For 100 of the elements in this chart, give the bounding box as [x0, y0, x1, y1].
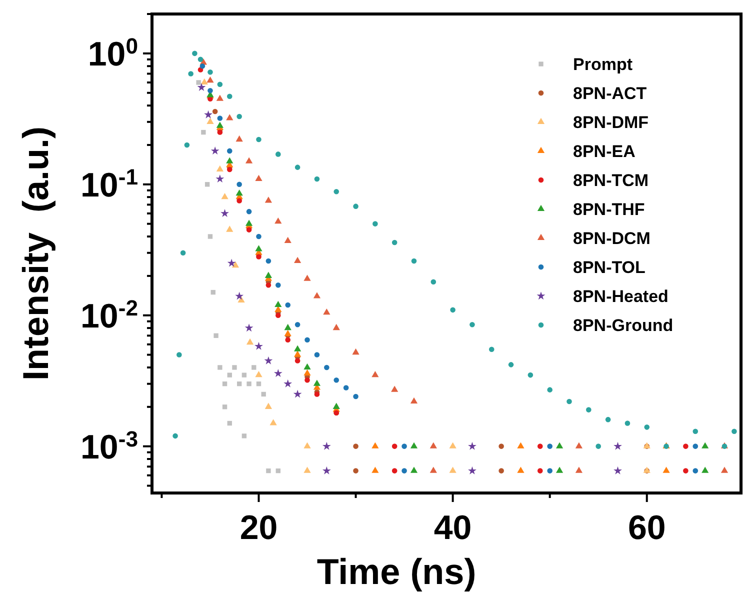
point: [285, 302, 290, 308]
point: [226, 166, 232, 172]
y-axis-title: Intensity (a.u.): [15, 126, 56, 381]
point: [353, 444, 358, 449]
point: [266, 468, 271, 474]
point: [226, 157, 234, 164]
point: [255, 245, 262, 252]
point: [218, 365, 222, 370]
point: [402, 468, 407, 474]
point: [242, 372, 247, 378]
y-tick-label: 10$^{-3}$: [80, 426, 138, 466]
point: [372, 370, 379, 378]
point: [449, 466, 456, 473]
point: [430, 466, 437, 473]
point: [304, 337, 310, 342]
point: [498, 444, 504, 449]
point: [498, 468, 504, 474]
point: [313, 380, 321, 386]
point: [274, 217, 282, 224]
point: [692, 428, 698, 434]
point: [470, 322, 475, 328]
point: [284, 236, 292, 243]
point: [217, 130, 223, 135]
point: [236, 114, 242, 120]
point: [450, 307, 456, 313]
point: [221, 192, 228, 200]
point: [210, 146, 220, 155]
point: [304, 378, 310, 383]
point: [332, 402, 340, 409]
point: [314, 176, 320, 182]
point: [596, 444, 602, 449]
point: [266, 258, 272, 264]
point: [208, 69, 213, 75]
point: [261, 392, 266, 397]
y-tick-label: 10$^{-2}$: [80, 294, 138, 336]
point: [236, 381, 242, 386]
point: [245, 157, 253, 164]
point: [208, 234, 213, 239]
point: [372, 221, 378, 226]
point: [537, 468, 543, 474]
point: [236, 190, 243, 196]
point: [692, 468, 698, 474]
point: [284, 324, 292, 330]
point: [430, 279, 436, 285]
point: [204, 110, 212, 118]
point: [242, 434, 247, 438]
point: [334, 189, 340, 194]
point: [662, 466, 670, 473]
point: [284, 379, 292, 388]
point: [244, 324, 254, 332]
point: [304, 274, 311, 281]
point: [294, 358, 300, 364]
point: [547, 468, 552, 474]
point: [468, 466, 476, 474]
point: [720, 466, 728, 473]
point: [547, 444, 552, 449]
point: [188, 71, 194, 76]
x-tick-label: 20: [240, 509, 278, 547]
point: [547, 387, 552, 392]
point: [304, 442, 311, 448]
point: [212, 108, 218, 114]
point: [372, 442, 379, 448]
point: [192, 50, 198, 56]
x-tick-label: 60: [628, 509, 666, 547]
point: [216, 165, 224, 172]
point: [294, 322, 300, 328]
point: [343, 385, 349, 390]
point: [235, 292, 244, 300]
legend-label: 8PN-Ground: [573, 316, 674, 335]
point: [683, 444, 688, 449]
point: [410, 397, 418, 404]
point: [236, 182, 242, 188]
point: [226, 226, 234, 232]
point: [256, 136, 262, 142]
point: [222, 404, 228, 410]
point: [232, 365, 237, 370]
point: [285, 337, 290, 342]
point: [410, 466, 418, 473]
legend-label: 8PN-EA: [573, 142, 636, 161]
point: [332, 324, 340, 330]
point: [556, 466, 564, 473]
point: [517, 466, 524, 473]
point: [172, 433, 178, 439]
point: [210, 290, 216, 295]
point: [575, 442, 583, 448]
point: [264, 196, 272, 203]
point: [276, 282, 281, 288]
point: [264, 272, 272, 278]
point: [256, 234, 262, 240]
point: [294, 256, 302, 264]
point: [372, 466, 379, 473]
point: [236, 198, 242, 204]
point: [304, 363, 311, 370]
point: [294, 164, 300, 170]
point: [270, 419, 277, 426]
point: [352, 348, 360, 355]
point: [537, 444, 543, 449]
x-tick-label: 40: [434, 509, 472, 547]
point: [276, 312, 281, 318]
point: [226, 94, 232, 100]
